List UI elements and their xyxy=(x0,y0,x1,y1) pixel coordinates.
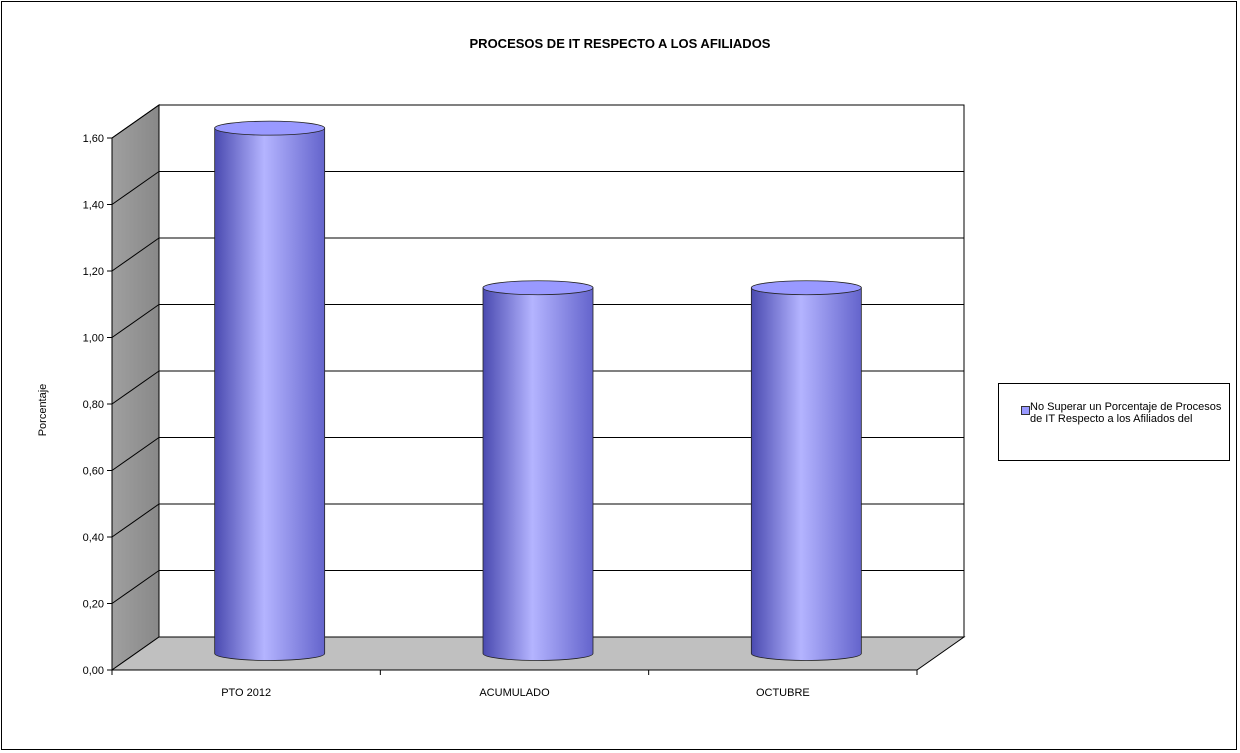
y-tick-label: 0,20 xyxy=(83,599,104,611)
y-tick-label: 1,20 xyxy=(83,266,104,278)
bar-top xyxy=(750,280,862,296)
gridline-side xyxy=(111,503,160,538)
y-tick-label: 0,40 xyxy=(83,532,104,544)
bar-top xyxy=(214,120,326,136)
chart-title: PROCESOS DE IT RESPECTO A LOS AFILIADOS xyxy=(470,36,771,51)
legend: No Superar un Porcentaje de Procesos de … xyxy=(998,383,1230,461)
bar xyxy=(482,287,594,661)
y-tick-label: 1,40 xyxy=(83,200,104,212)
legend-label: No Superar un Porcentaje de Procesos de … xyxy=(1030,401,1222,425)
gridline-side xyxy=(111,437,160,471)
gridline-side xyxy=(111,104,160,139)
y-tick-label: 1,00 xyxy=(83,333,104,345)
gridline-side xyxy=(111,370,160,405)
bar xyxy=(214,127,326,661)
bar-top xyxy=(482,280,594,296)
x-tick-label: OCTUBRE xyxy=(756,687,810,699)
y-tick-label: 1,60 xyxy=(83,133,104,145)
x-tick-label: ACUMULADO xyxy=(479,687,550,699)
y-tick-label: 0,60 xyxy=(83,466,104,478)
x-tick-label: PTO 2012 xyxy=(221,687,271,699)
y-tick-label: 0,80 xyxy=(83,399,104,411)
gridline-side xyxy=(111,171,160,205)
gridline-side xyxy=(111,304,160,338)
gridline-side xyxy=(111,237,160,272)
y-axis-label: Porcentaje xyxy=(37,384,49,437)
legend-swatch xyxy=(1021,406,1030,415)
plot-area: 0,00 0,20 0,40 0,60 0,80 1,00 1,20 1,40 1,60 PTO … xyxy=(83,104,966,699)
gridline-side xyxy=(111,570,160,604)
y-tick-label: 0,00 xyxy=(83,665,104,677)
bar xyxy=(750,287,862,661)
